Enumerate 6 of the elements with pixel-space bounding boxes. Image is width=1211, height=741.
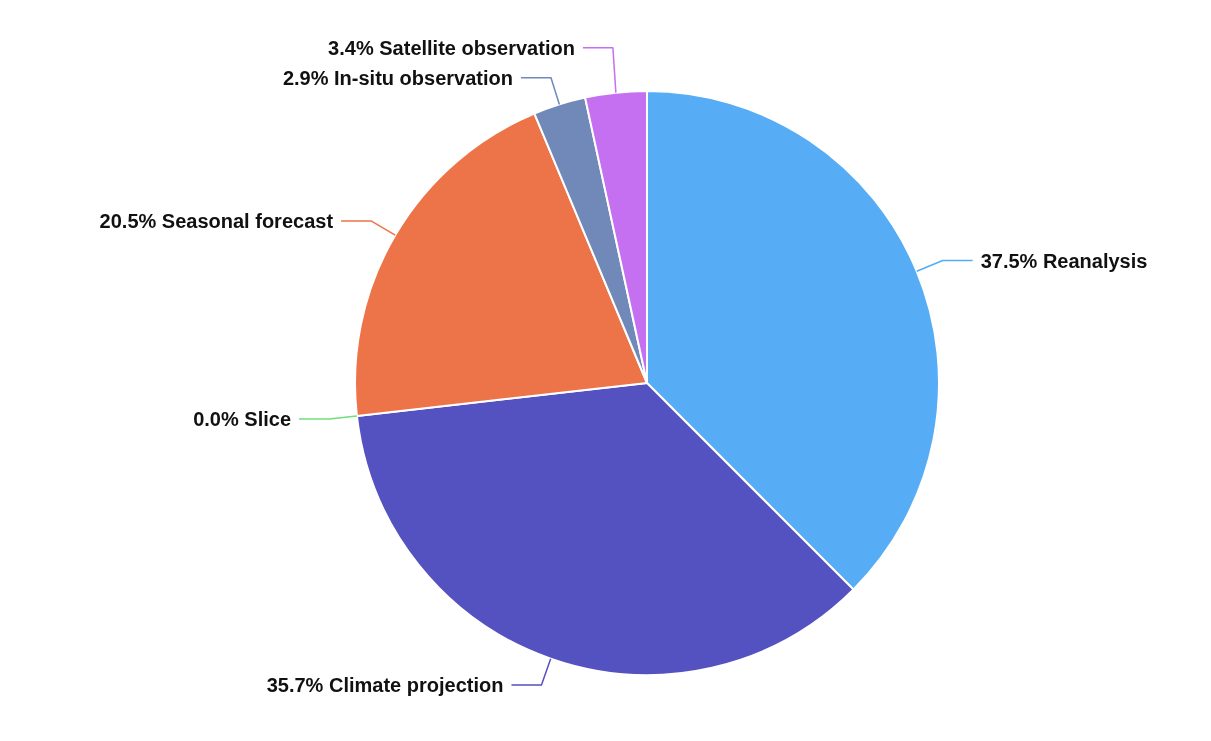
legend-label: 0.0% Slice: [193, 408, 292, 431]
slice-label: 20.5% Seasonal forecast: [99, 209, 334, 232]
slice-label: 35.7% Climate projection: [266, 674, 504, 697]
slice-label: 37.5% Reanalysis: [980, 249, 1148, 272]
slice-label: 2.9% In-situ observation: [282, 66, 513, 89]
slice-label: 3.4% Satellite observation: [328, 36, 575, 59]
